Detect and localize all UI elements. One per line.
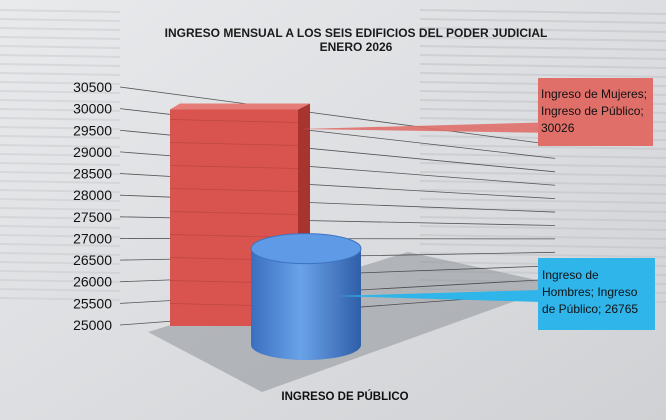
y-tick-label: 25500 [73,295,112,311]
data-label-mujeres: Ingreso de Mujeres; Ingreso de Público; 30… [300,78,653,146]
gridline [119,86,556,146]
background-blinds [0,9,666,303]
data-labels: Ingreso de Mujeres; Ingreso de Público; 30… [300,78,655,330]
chart-subtitle: ENERO 2026 [320,40,393,54]
y-tick-label: 27000 [73,230,112,246]
y-tick-label: 30000 [73,101,112,117]
data-label-line: Ingreso de [542,268,599,282]
y-tick-label: 28500 [73,166,112,182]
y-tick-label: 29000 [73,144,112,160]
data-label-line: Hombres; Ingreso [542,285,638,299]
bar-ingreso-de-hombres [250,233,362,360]
data-label-line: Ingreso de Público; [541,104,644,118]
y-tick-label: 25000 [73,317,112,333]
chart-title: INGRESO MENSUAL A LOS SEIS EDIFICIOS DEL… [165,26,548,40]
y-tick-label: 29500 [73,122,112,138]
category-label: INGRESO DE PÚBLICO [281,390,408,403]
y-tick-label: 28000 [73,187,112,203]
y-tick-label: 27500 [73,209,112,225]
bars [169,103,362,360]
y-axis-ticks: 30500 30000 29500 29000 28500 28000 27500 27000… [73,79,112,333]
data-label-line: Ingreso de Mujeres; [541,87,647,101]
data-label-hombres: Ingreso de Hombres; Ingreso de Público; 26… [336,258,655,330]
data-label-line: de Público; 26765 [542,302,638,316]
y-tick-label: 26000 [73,274,112,290]
data-label-line: 30026 [541,121,575,135]
y-tick-label: 26500 [73,252,112,268]
y-tick-label: 30500 [73,79,112,95]
